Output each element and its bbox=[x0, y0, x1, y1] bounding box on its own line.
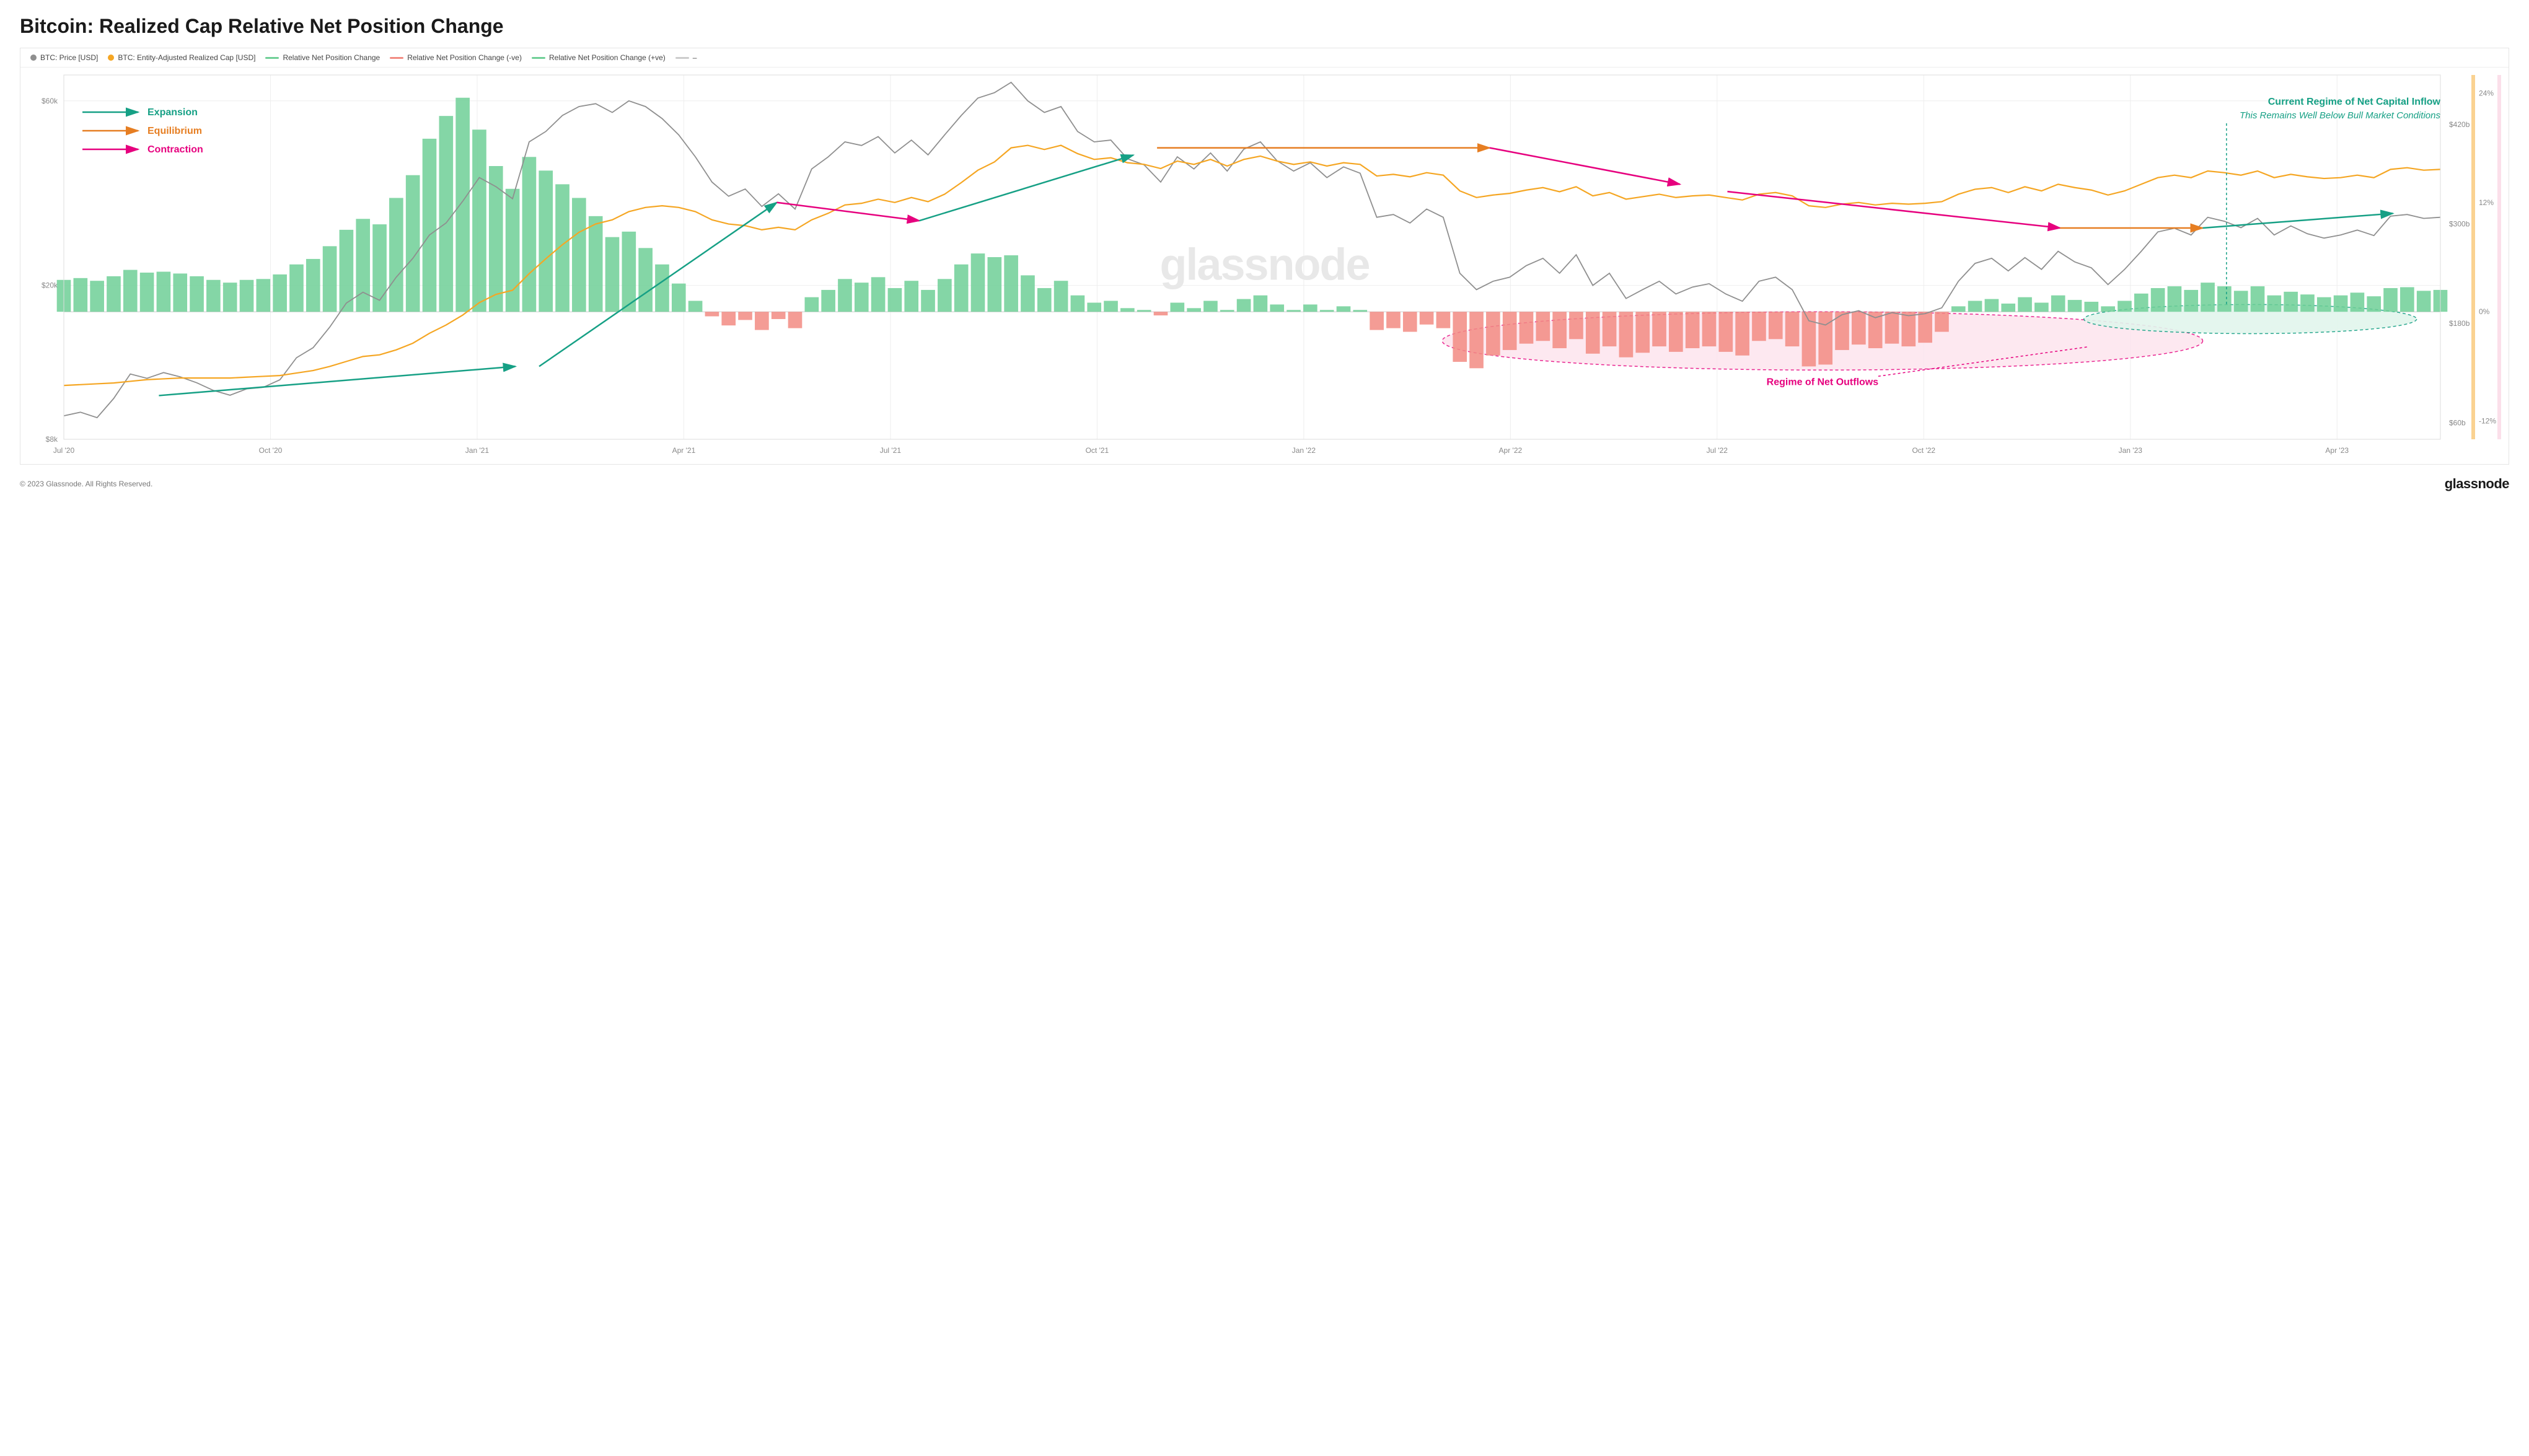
chart-plot: $8k $20k $60k $60b $180b $300b $420b -12% 0% 12% 2… bbox=[20, 68, 2509, 464]
chart-title: Bitcoin: Realized Cap Relative Net Posit… bbox=[20, 15, 2509, 38]
legend-item: BTC: Price [USD] bbox=[30, 53, 98, 62]
svg-text:Equilibrium: Equilibrium bbox=[147, 126, 202, 136]
copyright: © 2023 Glassnode. All Rights Reserved. bbox=[20, 480, 152, 488]
svg-text:$60k: $60k bbox=[42, 97, 58, 105]
svg-text:Jul '22: Jul '22 bbox=[1707, 446, 1728, 455]
svg-text:Oct '21: Oct '21 bbox=[1086, 446, 1109, 455]
legend-item: Relative Net Position Change (+ve) bbox=[532, 53, 666, 62]
svg-text:Contraction: Contraction bbox=[147, 144, 203, 155]
legend-line-icon bbox=[532, 57, 545, 59]
svg-text:Regime of Net Outflows: Regime of Net Outflows bbox=[1767, 377, 1879, 387]
legend-label: Relative Net Position Change (-ve) bbox=[407, 53, 522, 62]
svg-text:Jan '21: Jan '21 bbox=[465, 446, 490, 455]
svg-text:Current Regime of Net Capital: Current Regime of Net Capital Inflow bbox=[2268, 97, 2441, 107]
svg-text:Apr '21: Apr '21 bbox=[672, 446, 696, 455]
svg-text:$8k: $8k bbox=[46, 435, 58, 444]
legend-line-icon bbox=[390, 57, 403, 59]
svg-text:Jul '21: Jul '21 bbox=[880, 446, 902, 455]
svg-text:0%: 0% bbox=[2479, 307, 2490, 316]
legend-label: BTC: Price [USD] bbox=[40, 53, 98, 62]
legend-item: Relative Net Position Change bbox=[265, 53, 380, 62]
svg-text:$60b: $60b bbox=[2449, 418, 2466, 427]
svg-text:Jul '20: Jul '20 bbox=[53, 446, 75, 455]
legend-line-icon bbox=[675, 57, 689, 59]
svg-text:Oct '22: Oct '22 bbox=[1912, 446, 1935, 455]
svg-text:$420b: $420b bbox=[2449, 120, 2470, 129]
brand-logo: glassnode bbox=[2445, 476, 2509, 492]
legend-bar: BTC: Price [USD] BTC: Entity-Adjusted Rea… bbox=[20, 48, 2509, 68]
footer: © 2023 Glassnode. All Rights Reserved. g… bbox=[20, 465, 2509, 492]
svg-text:12%: 12% bbox=[2479, 198, 2494, 207]
legend-label: – bbox=[693, 53, 697, 62]
legend-dot-icon bbox=[30, 55, 37, 61]
legend-label: BTC: Entity-Adjusted Realized Cap [USD] bbox=[118, 53, 255, 62]
svg-text:This Remains Well Below Bull M: This Remains Well Below Bull Market Cond… bbox=[2240, 110, 2441, 121]
legend-item: BTC: Entity-Adjusted Realized Cap [USD] bbox=[108, 53, 255, 62]
chart-container: BTC: Price [USD] BTC: Entity-Adjusted Rea… bbox=[20, 48, 2509, 465]
svg-text:Oct '20: Oct '20 bbox=[259, 446, 283, 455]
legend-item: – bbox=[675, 53, 697, 62]
svg-text:Expansion: Expansion bbox=[147, 107, 198, 118]
svg-text:$300b: $300b bbox=[2449, 220, 2470, 229]
svg-text:Apr '23: Apr '23 bbox=[2325, 446, 2349, 455]
svg-text:-12%: -12% bbox=[2479, 417, 2496, 426]
svg-text:Apr '22: Apr '22 bbox=[1499, 446, 1523, 455]
legend-line-icon bbox=[265, 57, 279, 59]
legend-item: Relative Net Position Change (-ve) bbox=[390, 53, 522, 62]
svg-text:Jan '23: Jan '23 bbox=[2119, 446, 2143, 455]
svg-text:$20k: $20k bbox=[42, 281, 58, 290]
svg-text:Jan '22: Jan '22 bbox=[1292, 446, 1316, 455]
legend-label: Relative Net Position Change bbox=[283, 53, 380, 62]
svg-text:24%: 24% bbox=[2479, 89, 2494, 97]
svg-text:$180b: $180b bbox=[2449, 319, 2470, 328]
legend-label: Relative Net Position Change (+ve) bbox=[549, 53, 666, 62]
legend-dot-icon bbox=[108, 55, 114, 61]
